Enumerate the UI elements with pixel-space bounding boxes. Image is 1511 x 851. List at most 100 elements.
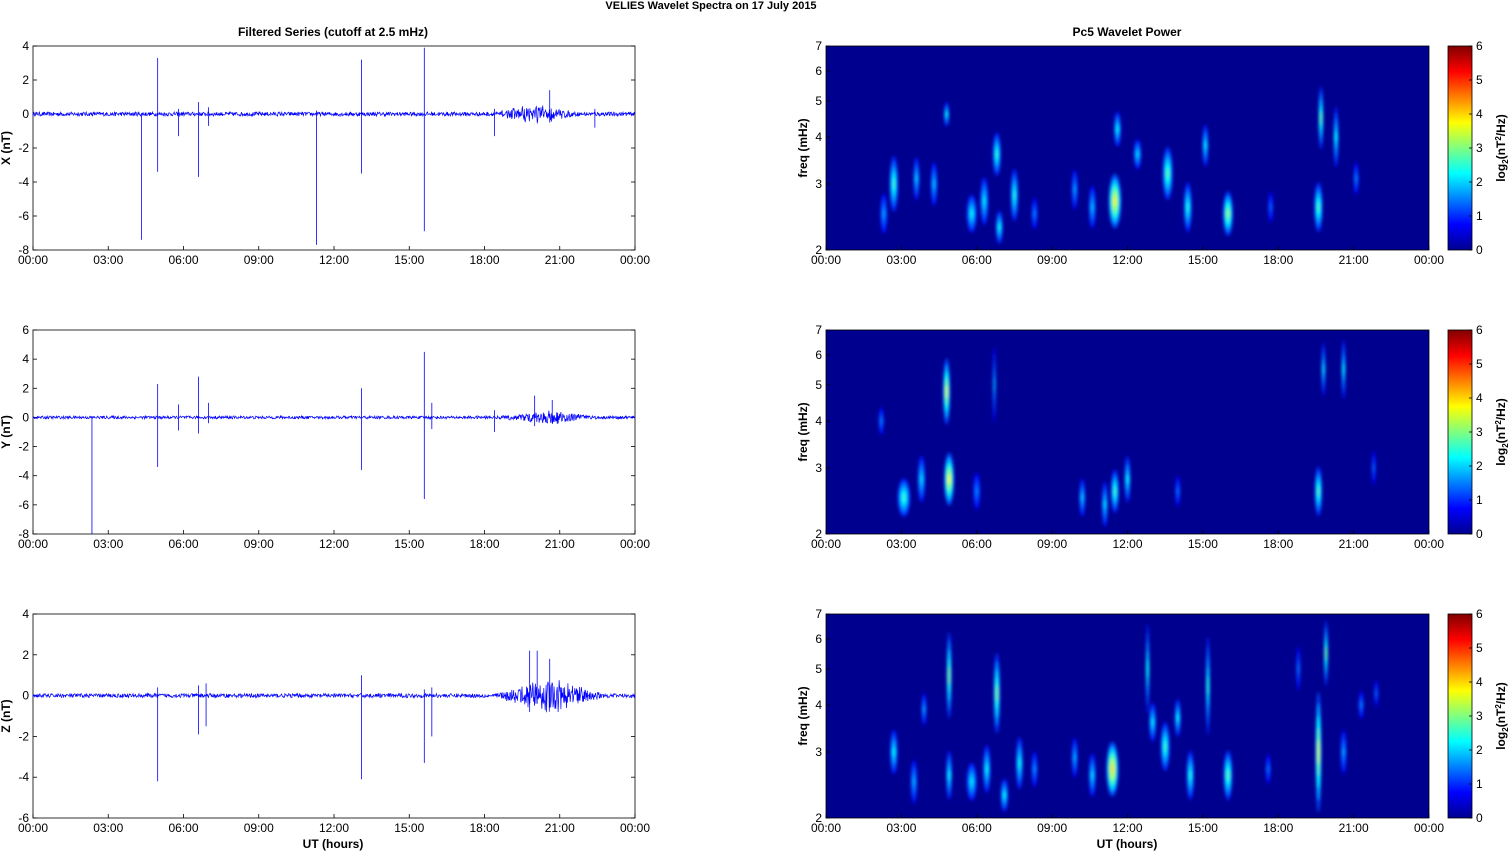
y-tick-label-X-6: 4 [22,39,29,53]
spectrum-blob-level-X-19-4 [1226,209,1230,219]
spectrum-blob-Z-11 [1071,737,1078,778]
spectrum-blob-level-X-24-4 [1354,175,1358,182]
series-axes-X [32,45,636,251]
spectrum-blob-level-Y-2-4 [920,474,923,484]
colorbar-tick-label-Y-6: 6 [1476,323,1483,337]
right-xlabel: UT (hours) [1097,837,1158,851]
spectrum-blob-level-X-12-4 [1091,202,1094,212]
spectrum-blob-level-Y-6-4 [993,377,996,393]
x-tick-label-spectrum-Z-5: 15:00 [1188,821,1218,835]
x-tick-label-series-X-5: 15:00 [394,253,424,267]
spectrum-blob-level-Y-1-4 [902,493,906,502]
spectrum-blob-level-X-14-4 [1116,125,1119,133]
spectrum-blob-level-Z-5-4 [970,777,973,786]
spectrum-blob-level-Z-7-4 [995,685,999,702]
spectrum-blob-level-X-22-4 [1319,111,1323,125]
spectrum-ylabel-X: freq (mHz) [796,118,810,177]
spectrum-blob-level-Z-21-4 [1267,766,1270,773]
spectrum-blob-level-Z-23-4 [1317,739,1320,765]
spectrum-blob-X-13 [1108,174,1122,229]
spectrum-blob-level-Y-9-4 [1113,486,1117,496]
y-tick-label-Y-6: 4 [22,352,29,366]
y-tick-label-X-3: -2 [18,141,29,155]
x-tick-label-series-Y-8: 00:00 [620,537,650,551]
spectrum-blob-Z-18 [1186,750,1195,801]
spectrum-blob-level-X-9-4 [1013,189,1016,201]
colorbar-label-part-Y-1: 2 [1501,443,1510,448]
spectrum-panel-X: 2 3 4 5 6 7 00:00 03:00 06:00 09:00 12:00 15:00 18:0… [796,39,1444,267]
y-tick-label-Y-3: -2 [18,440,29,454]
x-tick-label-spectrum-Z-4: 12:00 [1112,821,1142,835]
x-tick-label-spectrum-Y-0: 00:00 [811,537,841,551]
spectrum-blob-level-X-18-4 [1204,141,1207,150]
y-tick-label-Y-7: 6 [22,323,29,337]
colorbar-label-Z: log2(nT2/Hz) [1494,682,1510,750]
spectrum-blob-level-Y-8-4 [1103,499,1107,509]
spectrum-blob-Y-2 [917,455,926,503]
spectrum-blob-X-12 [1088,185,1096,229]
x-tick-label-series-X-1: 03:00 [93,253,123,267]
x-tick-label-spectrum-Y-7: 21:00 [1339,537,1369,551]
spectrum-blob-Z-25 [1340,729,1347,775]
spectrum-blob-Y-7 [1079,478,1086,517]
y-tick-label-Y-1: -6 [18,498,29,512]
spec-y-tick-label-Y-3: 5 [815,378,822,392]
spectrum-blob-level-Y-0-4 [880,418,883,424]
spectrum-blob-Y-15 [1371,451,1376,485]
spectrum-background-Z [826,614,1429,818]
spectrum-blob-level-Y-4-4 [945,384,948,399]
x-tick-label-spectrum-X-1: 03:00 [886,253,916,267]
x-tick-label-series-Z-3: 09:00 [244,821,274,835]
spectrum-blob-level-Z-14-4 [1146,659,1149,678]
y-tick-label-X-4: 0 [22,107,29,121]
spectrum-blob-Y-10 [1124,455,1131,503]
x-tick-label-series-X-7: 21:00 [545,253,575,267]
spectrum-blob-Z-15 [1149,702,1157,742]
spectrum-blob-Y-9 [1110,469,1119,513]
spectrum-blob-Z-17 [1174,698,1181,738]
spectrum-blob-level-Z-13-4 [1111,763,1114,775]
spectrum-blob-X-4 [944,101,950,127]
spectrum-blob-X-9 [1010,168,1019,222]
x-tick-label-series-X-6: 18:00 [469,253,499,267]
x-tick-label-series-Z-1: 03:00 [93,821,123,835]
spectrum-blob-Y-12 [1314,466,1323,517]
spec-y-tick-label-Z-0: 2 [815,811,822,825]
spectrum-blob-level-X-8-4 [998,223,1001,231]
spectrum-background-X [826,46,1429,250]
spectrum-blob-X-15 [1133,139,1142,170]
spectrum-blob-level-X-23-4 [1334,131,1338,144]
colorbar-tick-label-Y-1: 1 [1476,493,1483,507]
colorbar-label-part-X-1: 2 [1501,159,1510,164]
colorbar-tick-label-X-6: 6 [1476,39,1483,53]
spectrum-blob-X-8 [995,210,1003,244]
spectrum-blob-level-X-10-4 [1033,210,1036,217]
spectrum-blob-level-X-21-4 [1317,202,1320,213]
spectrum-blob-level-Z-24-4 [1324,646,1328,660]
spec-y-tick-label-X-5: 7 [815,39,822,53]
spectrum-panel-Y: 2 3 4 5 6 7 00:00 03:00 06:00 09:00 12:00 15:00 18:0… [796,323,1444,551]
series-ylabel-X: X (nT) [0,131,13,165]
spectrum-blob-Z-21 [1265,754,1271,785]
colorbar-gradient-Y [1447,329,1473,535]
x-tick-label-series-Y-4: 12:00 [319,537,349,551]
colorbar-tick-label-X-2: 2 [1476,175,1483,189]
x-tick-label-series-X-8: 00:00 [620,253,650,267]
spectrum-blob-level-Y-12-4 [1317,486,1320,497]
spectrum-blob-X-24 [1353,162,1359,196]
colorbar-label-part-Y-4: /Hz) [1494,398,1508,420]
spectrum-blob-level-Z-17-4 [1176,713,1179,722]
y-tick-label-X-5: 2 [22,73,29,87]
series-ylabel-Z: Z (nT) [0,699,13,732]
spectrum-blob-Z-27 [1374,679,1379,707]
y-tick-label-Z-0: -6 [18,811,29,825]
figure-title: VELIES Wavelet Spectra on 17 July 2015 [605,0,816,12]
colorbar-gradient-Z [1447,613,1473,819]
spectrum-blob-Z-10 [1031,751,1038,788]
spectrum-blob-X-0 [880,193,888,234]
x-tick-label-spectrum-X-8: 00:00 [1414,253,1444,267]
colorbar-tick-label-Z-5: 5 [1476,641,1483,655]
series-panel-Z: -6 -4 -2 0 2 4 00:00 03:00 06:00 09:00 12:00 15:00 1… [0,607,650,835]
